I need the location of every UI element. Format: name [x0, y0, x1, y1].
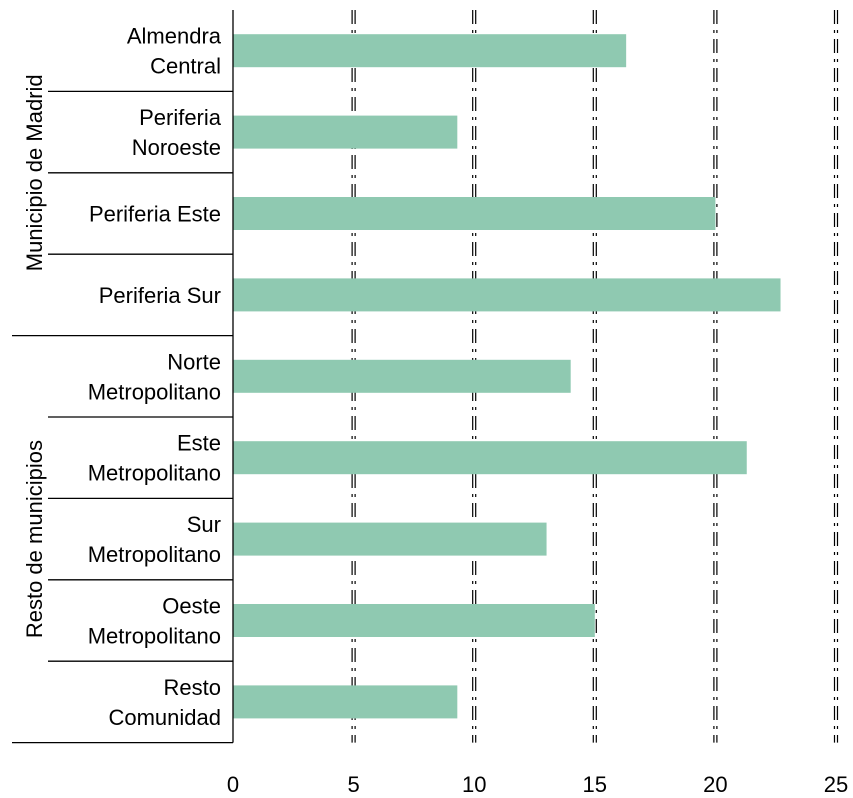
bar [233, 197, 716, 230]
category-label: Sur Metropolitano [88, 512, 221, 567]
x-tick-label: 5 [347, 772, 359, 797]
bar [233, 34, 627, 68]
category-label: Periferia Noroeste [132, 105, 222, 160]
category-label: Almendra Central [127, 24, 222, 79]
category-labels: Almendra Central Periferia Noroeste Periferi… [88, 24, 222, 730]
x-tick-labels: 0 5 10 15 20 25 [227, 772, 848, 797]
bar [233, 441, 747, 475]
bar [233, 278, 781, 312]
category-label: Norte Metropolitano [88, 349, 221, 404]
category-label: Este Metropolitano [88, 431, 221, 486]
bar [233, 604, 595, 637]
bar [233, 685, 458, 719]
x-tick-label: 25 [824, 772, 848, 797]
category-frame [12, 10, 234, 744]
x-tick-label: 20 [703, 772, 727, 797]
x-tick-label: 10 [462, 772, 486, 797]
group-labels: Municipio de Madrid Resto de municipios [22, 74, 47, 638]
category-label: Periferia Este [89, 202, 221, 227]
x-tick-label: 15 [583, 772, 607, 797]
x-tick-label: 0 [227, 772, 239, 797]
category-label: Resto Comunidad [108, 675, 221, 730]
group-label: Municipio de Madrid [22, 74, 47, 271]
bar [233, 359, 571, 393]
category-label: Periferia Sur [99, 283, 221, 308]
bars [233, 34, 781, 719]
group-label: Resto de municipios [22, 440, 47, 638]
bar [233, 115, 458, 149]
bar [233, 522, 547, 556]
category-label: Oeste Metropolitano [88, 594, 221, 649]
